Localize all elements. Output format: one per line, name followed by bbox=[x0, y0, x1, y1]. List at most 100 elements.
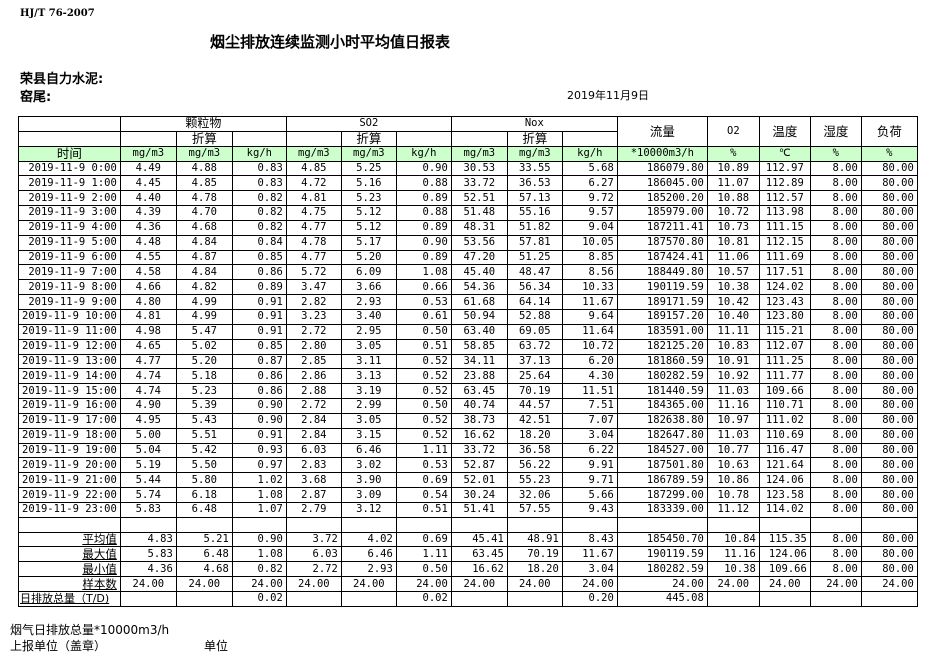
blank-cell bbox=[450, 130, 508, 147]
value-cell: 5.83 bbox=[119, 546, 177, 563]
value-cell: 10.84 bbox=[706, 531, 760, 548]
value-cell: 0.88 bbox=[395, 205, 452, 221]
value-cell: 2.84 bbox=[285, 427, 342, 444]
value-cell: 51.82 bbox=[506, 219, 563, 236]
value-cell: 188449.80 bbox=[616, 264, 708, 281]
time-cell: 2019-11-9 7:00 bbox=[18, 264, 121, 281]
value-cell: 4.68 bbox=[175, 561, 233, 578]
value-cell: 55.16 bbox=[506, 205, 563, 221]
value-cell: 5.00 bbox=[119, 427, 177, 444]
blank-cell bbox=[285, 516, 342, 533]
value-cell: 0.90 bbox=[231, 531, 287, 548]
value-cell: 8.00 bbox=[809, 398, 862, 414]
value-cell: 2.82 bbox=[285, 294, 342, 310]
value-cell: 187424.41 bbox=[616, 249, 708, 266]
value-cell: 4.36 bbox=[119, 561, 177, 578]
value-cell: 2.86 bbox=[285, 368, 342, 385]
time-cell: 2019-11-9 16:00 bbox=[18, 398, 121, 414]
value-cell: 0.85 bbox=[231, 249, 287, 266]
stats-row: 平均值 4.83 5.21 0.90 3.72 4.02 0.69 45.41 48.91 8.4… bbox=[18, 531, 918, 548]
value-cell: 70.19 bbox=[506, 546, 563, 563]
value-cell: 45.41 bbox=[450, 531, 508, 548]
value-cell: 57.55 bbox=[506, 501, 563, 518]
value-cell: 55.23 bbox=[506, 472, 563, 489]
value-cell: 52.88 bbox=[506, 308, 563, 325]
value-cell: 112.89 bbox=[758, 175, 811, 192]
value-cell: 4.95 bbox=[119, 412, 177, 429]
value-cell: 5.51 bbox=[175, 427, 233, 444]
value-cell: 69.05 bbox=[506, 323, 563, 340]
value-cell: 0.91 bbox=[231, 294, 287, 310]
value-cell: 80.00 bbox=[860, 368, 918, 385]
value-cell: 56.34 bbox=[506, 279, 563, 296]
value-cell: 4.45 bbox=[119, 175, 177, 192]
value-cell: 8.00 bbox=[809, 546, 862, 563]
company-name: 荣县自力水泥: bbox=[20, 72, 104, 87]
value-cell: 2.93 bbox=[340, 294, 397, 310]
subheader-row: 折算 折算 折算 bbox=[18, 130, 918, 147]
units-row: 时间 mg/m3 mg/m3 kg/h mg/m3 mg/m3 kg/h mg/m3 mg/m… bbox=[18, 145, 918, 162]
time-cell: 2019-11-9 9:00 bbox=[18, 294, 121, 310]
value-cell: 8.00 bbox=[809, 457, 862, 474]
group-nox: Nox bbox=[450, 116, 618, 132]
value-cell: 112.15 bbox=[758, 234, 811, 251]
value-cell: 0.52 bbox=[395, 427, 452, 444]
table-row: 2019-11-9 21:00 5.44 5.80 1.02 3.68 3.90 0.69 5… bbox=[18, 472, 918, 489]
stats-row: 最小值 4.36 4.68 0.82 2.72 2.93 0.50 16.62 18.20 3.0… bbox=[18, 561, 918, 578]
stat-label: 最大值 bbox=[18, 546, 121, 563]
value-cell: 3.40 bbox=[340, 308, 397, 325]
value-cell: 33.72 bbox=[450, 175, 508, 192]
table-row: 2019-11-9 4:00 4.36 4.68 0.82 4.77 5.12 0.89 48… bbox=[18, 219, 918, 236]
value-cell: 2.95 bbox=[340, 323, 397, 340]
value-cell: 42.51 bbox=[506, 412, 563, 429]
value-cell: 0.87 bbox=[231, 353, 287, 370]
value-cell bbox=[706, 591, 760, 607]
value-cell: 4.74 bbox=[119, 368, 177, 385]
value-cell: 185200.20 bbox=[616, 190, 708, 207]
unit-header: *10000m3/h bbox=[616, 145, 708, 162]
value-cell: 6.48 bbox=[175, 501, 233, 518]
value-cell: 123.80 bbox=[758, 308, 811, 325]
table-row: 2019-11-9 7:00 4.58 4.84 0.86 5.72 6.09 1.08 45… bbox=[18, 264, 918, 281]
value-cell: 80.00 bbox=[860, 160, 918, 177]
value-cell: 24.00 bbox=[285, 576, 342, 592]
blank-cell bbox=[18, 130, 121, 147]
value-cell: 64.14 bbox=[506, 294, 563, 310]
value-cell: 63.45 bbox=[450, 383, 508, 400]
value-cell: 182125.20 bbox=[616, 338, 708, 355]
unit-header: kg/h bbox=[231, 145, 287, 162]
report-table: 颗粒物 SO2 Nox 流量 O2 温度 湿度 负荷 折算 折算 折算 时间 m… bbox=[18, 116, 918, 607]
value-cell: 110.71 bbox=[758, 398, 811, 414]
value-cell: 5.68 bbox=[561, 160, 618, 177]
group-particulate: 颗粒物 bbox=[119, 116, 287, 132]
blank-cell bbox=[18, 516, 121, 533]
group-humidity: 湿度 bbox=[809, 116, 862, 147]
value-cell: 25.64 bbox=[506, 368, 563, 385]
value-cell: 9.72 bbox=[561, 190, 618, 207]
value-cell: 0.91 bbox=[231, 427, 287, 444]
blank-cell bbox=[616, 516, 708, 533]
value-cell: 24.00 bbox=[706, 576, 760, 592]
value-cell: 54.36 bbox=[450, 279, 508, 296]
value-cell: 182647.80 bbox=[616, 427, 708, 444]
value-cell: 115.35 bbox=[758, 531, 811, 548]
value-cell: 10.73 bbox=[706, 219, 760, 236]
value-cell: 52.87 bbox=[450, 457, 508, 474]
value-cell: 0.69 bbox=[395, 472, 452, 489]
converted-label: 折算 bbox=[340, 130, 397, 147]
group-header-row: 颗粒物 SO2 Nox 流量 O2 温度 湿度 负荷 bbox=[18, 116, 918, 147]
value-cell: 1.08 bbox=[231, 546, 287, 563]
unit-label: 单位 bbox=[204, 639, 229, 653]
value-cell: 3.15 bbox=[340, 427, 397, 444]
time-cell: 2019-11-9 11:00 bbox=[18, 323, 121, 340]
unit-header: mg/m3 bbox=[340, 145, 397, 162]
value-cell: 51.41 bbox=[450, 501, 508, 518]
value-cell: 5.02 bbox=[175, 338, 233, 355]
value-cell: 2.87 bbox=[285, 487, 342, 503]
value-cell: 5.20 bbox=[340, 249, 397, 266]
value-cell: 80.00 bbox=[860, 205, 918, 221]
value-cell: 11.51 bbox=[561, 383, 618, 400]
reporting-unit-label: 上报单位（盖章） bbox=[10, 639, 107, 653]
value-cell: 10.38 bbox=[706, 279, 760, 296]
value-cell: 6.48 bbox=[175, 546, 233, 563]
